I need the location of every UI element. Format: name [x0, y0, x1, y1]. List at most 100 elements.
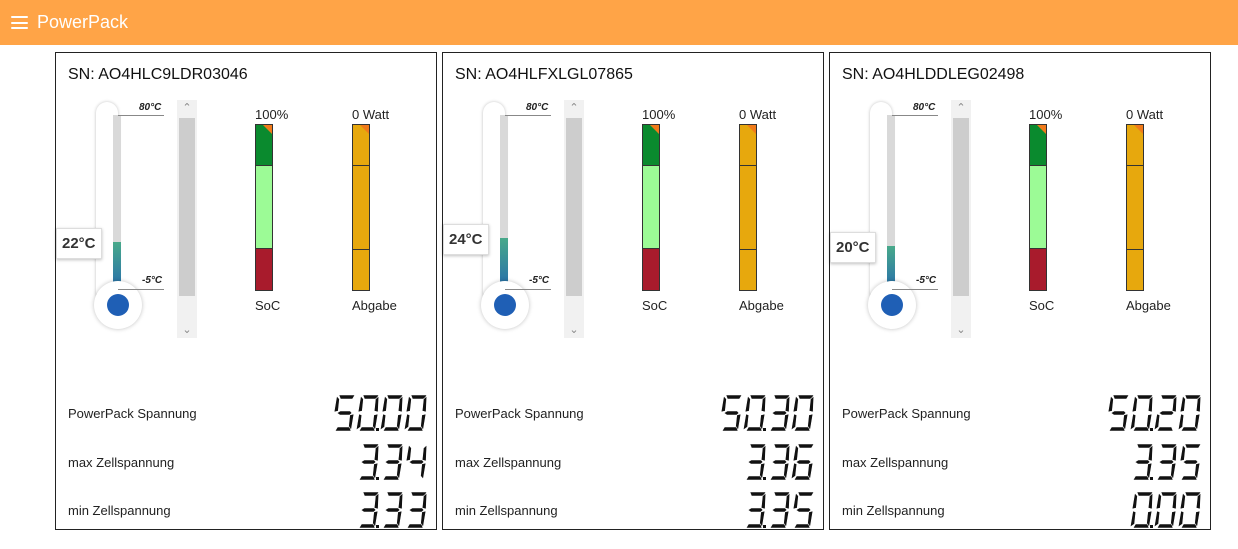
output-divider — [353, 165, 369, 166]
temp-min-label: -5°C — [529, 275, 550, 286]
output-label: Abgabe — [739, 298, 784, 313]
tick-max — [118, 115, 164, 116]
thermometer: 80°C -5°C 22°C — [56, 53, 176, 343]
scroll-up-icon[interactable]: ⌃ — [569, 102, 579, 114]
output-value: 0 Watt — [739, 107, 777, 122]
voltage-digits — [720, 394, 815, 432]
menu-icon[interactable] — [11, 16, 28, 29]
soc-label: SoC — [1029, 298, 1055, 313]
thermometer-bulb — [881, 294, 903, 316]
soc-low-segment — [643, 249, 659, 290]
soc-low-segment — [256, 249, 272, 290]
thermometer-bulb — [107, 294, 129, 316]
scroll-thumb[interactable] — [566, 118, 582, 296]
max-cell-label: max Zellspannung — [842, 455, 949, 470]
powerpack-card: SN: AO4HLC9LDR03046 80°C -5°C 22°C ⌃ ⌄ 1… — [55, 52, 437, 530]
serial-number: SN: AO4HLC9LDR03046 — [68, 66, 248, 83]
temp-max-label: 80°C — [526, 102, 549, 113]
min-cell-display — [741, 491, 815, 529]
min-cell-digits — [358, 491, 428, 529]
voltage-label: PowerPack Spannung — [842, 406, 971, 421]
max-cell-display — [354, 443, 428, 481]
voltage-display — [717, 394, 815, 432]
powerpack-card: SN: AO4HLFXLGL07865 80°C -5°C 24°C ⌃ ⌄ 1… — [442, 52, 824, 530]
max-cell-digits — [1132, 443, 1202, 481]
soc-label: SoC — [642, 298, 668, 313]
output-marker-icon — [1134, 125, 1143, 134]
tick-min — [892, 289, 938, 290]
tick-min — [118, 289, 164, 290]
temp-min-label: -5°C — [916, 275, 937, 286]
soc-high-segment — [1030, 125, 1046, 166]
scroll-down-icon[interactable]: ⌄ — [182, 324, 192, 336]
soc-mid-segment — [1030, 166, 1046, 249]
soc-label: SoC — [255, 298, 281, 313]
output-label: Abgabe — [352, 298, 397, 313]
output-divider — [1127, 165, 1143, 166]
min-cell-display — [1128, 491, 1202, 529]
temperature-value: 24°C — [443, 223, 489, 255]
serial-number: SN: AO4HLDDLEG02498 — [842, 66, 1025, 83]
soc-high-segment — [643, 125, 659, 166]
tick-max — [892, 115, 938, 116]
scroll-down-icon[interactable]: ⌄ — [569, 324, 579, 336]
max-cell-label: max Zellspannung — [68, 455, 175, 470]
tick-min — [505, 289, 551, 290]
thermometer-track — [113, 115, 121, 301]
thermometer-track — [887, 115, 895, 301]
tick-max — [505, 115, 551, 116]
scrollbar[interactable]: ⌃ ⌄ — [177, 100, 197, 338]
soc-value: 100% — [255, 107, 289, 122]
scrollbar[interactable]: ⌃ ⌄ — [951, 100, 971, 338]
max-cell-label: max Zellspannung — [455, 455, 562, 470]
scroll-up-icon[interactable]: ⌃ — [956, 102, 966, 114]
output-divider — [740, 249, 756, 250]
output-marker-icon — [747, 125, 756, 134]
output-label: Abgabe — [1126, 298, 1171, 313]
min-cell-label: min Zellspannung — [455, 503, 558, 518]
temperature-value: 20°C — [830, 232, 876, 264]
output-gauge — [739, 124, 757, 291]
voltage-display — [330, 394, 428, 432]
soc-gauge — [1029, 124, 1047, 291]
max-cell-digits — [358, 443, 428, 481]
thermometer-fill — [887, 246, 895, 301]
scroll-thumb[interactable] — [953, 118, 969, 296]
voltage-label: PowerPack Spannung — [68, 406, 197, 421]
min-cell-digits — [745, 491, 815, 529]
min-cell-digits — [1129, 491, 1202, 529]
scroll-thumb[interactable] — [179, 118, 195, 296]
serial-number: SN: AO4HLFXLGL07865 — [455, 66, 633, 83]
scrollbar[interactable]: ⌃ ⌄ — [564, 100, 584, 338]
output-marker-icon — [360, 125, 369, 134]
app-title: PowerPack — [37, 12, 129, 32]
min-cell-label: min Zellspannung — [68, 503, 171, 518]
thermometer-fill — [113, 241, 121, 301]
soc-marker-icon — [263, 125, 272, 134]
soc-marker-icon — [650, 125, 659, 134]
temp-min-label: -5°C — [142, 275, 163, 286]
output-gauge — [352, 124, 370, 291]
temperature-value: 22°C — [56, 227, 102, 259]
powerpack-card: SN: AO4HLDDLEG02498 80°C -5°C 20°C ⌃ ⌄ 1… — [829, 52, 1211, 530]
output-divider — [353, 249, 369, 250]
scroll-down-icon[interactable]: ⌄ — [956, 324, 966, 336]
min-cell-display — [354, 491, 428, 529]
output-value: 0 Watt — [1126, 107, 1164, 122]
output-divider — [1127, 249, 1143, 250]
output-gauge — [1126, 124, 1144, 291]
voltage-digits — [1107, 394, 1202, 432]
soc-value: 100% — [642, 107, 676, 122]
soc-mid-segment — [256, 166, 272, 249]
max-cell-digits — [745, 443, 815, 481]
max-cell-display — [741, 443, 815, 481]
soc-gauge — [255, 124, 273, 291]
output-divider — [740, 165, 756, 166]
scroll-up-icon[interactable]: ⌃ — [182, 102, 192, 114]
thermometer-track — [500, 115, 508, 301]
temp-max-label: 80°C — [139, 102, 162, 113]
min-cell-label: min Zellspannung — [842, 503, 945, 518]
output-value: 0 Watt — [352, 107, 390, 122]
voltage-label: PowerPack Spannung — [455, 406, 584, 421]
voltage-digits — [333, 394, 428, 432]
